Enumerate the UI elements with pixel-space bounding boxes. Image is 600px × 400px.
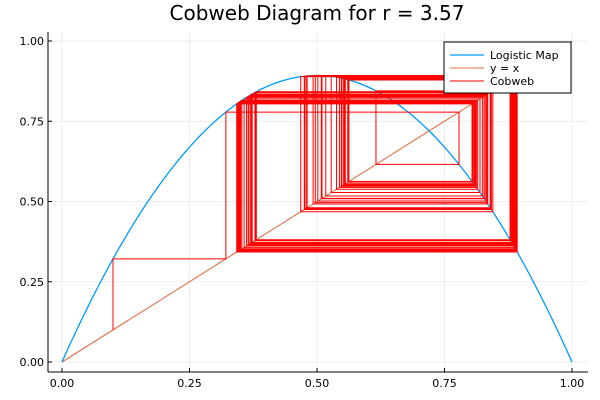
y-tick-label: 1.00 bbox=[20, 35, 45, 48]
x-tick-label: 0.50 bbox=[305, 377, 330, 390]
legend-label-logistic-map: Logistic Map bbox=[490, 49, 559, 62]
legend: Logistic Map y = x Cobweb bbox=[443, 41, 572, 94]
y-tick-label: 0.75 bbox=[20, 115, 45, 128]
legend-label-cobweb: Cobweb bbox=[490, 75, 534, 88]
x-tick-label: 1.00 bbox=[560, 377, 585, 390]
y-tick-label: 0.50 bbox=[20, 196, 45, 209]
y-axis: 0.00 0.25 0.50 0.75 1.00 bbox=[20, 35, 52, 369]
legend-label-identity: y = x bbox=[490, 62, 520, 75]
x-tick-label: 0.75 bbox=[432, 377, 457, 390]
x-axis: 0.00 0.25 0.50 0.75 1.00 bbox=[50, 368, 585, 390]
y-tick-label: 0.25 bbox=[20, 276, 45, 289]
chart-title: Cobweb Diagram for r = 3.57 bbox=[170, 1, 465, 25]
y-tick-label: 0.00 bbox=[20, 356, 45, 369]
x-tick-label: 0.25 bbox=[177, 377, 202, 390]
x-tick-label: 0.00 bbox=[50, 377, 75, 390]
